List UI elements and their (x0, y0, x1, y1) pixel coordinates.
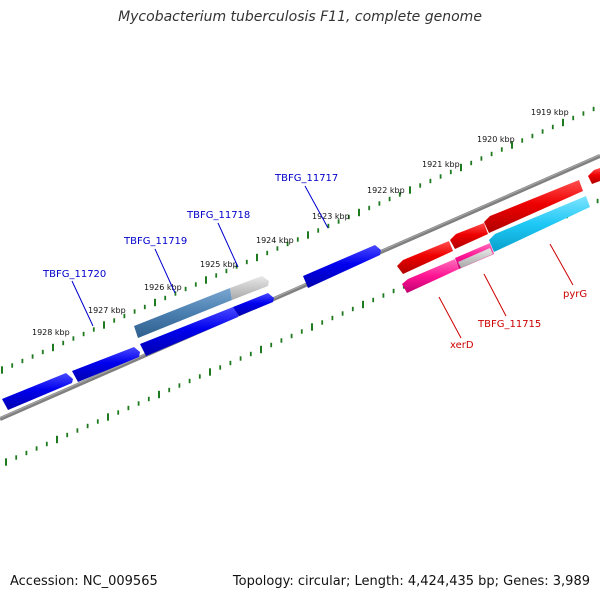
gene-arrow[interactable] (230, 276, 269, 300)
kbp-label: 1925 kbp (200, 260, 238, 269)
gene-label: TBFG_11719 (123, 236, 187, 247)
outer-tick-track (1, 106, 595, 374)
map-title: Mycobacterium tuberculosis F11, complete… (118, 9, 482, 25)
leader-line (217, 222, 239, 268)
kbp-label: 1921 kbp (422, 160, 460, 169)
accession-label: Accession: NC_009565 (10, 574, 158, 589)
gene-arrow[interactable] (484, 180, 583, 233)
gene-arrow[interactable] (450, 223, 488, 249)
gene-arrow[interactable] (588, 168, 600, 184)
gene-label: TBFG_11718 (186, 210, 250, 221)
gene-arrow[interactable] (140, 307, 239, 356)
kbp-label: 1928 kbp (32, 328, 70, 337)
kbp-label: 1923 kbp (312, 212, 350, 221)
gene-label: TBFG_11717 (274, 173, 338, 184)
kbp-label: 1927 kbp (88, 306, 126, 315)
leader-line (483, 273, 507, 317)
gene-arrow[interactable] (458, 248, 493, 268)
gene-label: TBFG_11720 (42, 269, 106, 280)
reverse-strand-genes (397, 168, 600, 293)
gene-arrow[interactable] (402, 259, 459, 293)
gene-arrow[interactable] (2, 373, 73, 410)
leader-line (154, 248, 176, 294)
kbp-label: 1919 kbp (531, 108, 569, 117)
topology-summary: Topology: circular; Length: 4,424,435 bp… (232, 574, 590, 589)
gene-arrow[interactable] (489, 196, 590, 252)
gene-label: pyrG (563, 289, 587, 300)
gene-arrow[interactable] (303, 245, 381, 288)
gene-arrow[interactable] (233, 293, 274, 316)
gene-arrow[interactable] (72, 347, 140, 382)
gene-arrow[interactable] (134, 288, 232, 338)
leader-line (549, 243, 574, 286)
gene-arrow[interactable] (397, 241, 453, 274)
leader-line (304, 185, 329, 229)
leader-line (438, 296, 462, 339)
gene-label: xerD (450, 340, 474, 351)
gene-label: TBFG_11715 (477, 319, 541, 330)
kbp-label: 1922 kbp (367, 186, 405, 195)
kbp-label: 1926 kbp (144, 283, 182, 292)
kbp-label: 1920 kbp (477, 135, 515, 144)
genome-backbone (0, 154, 600, 421)
forward-strand-genes (2, 245, 381, 410)
kbp-label: 1924 kbp (256, 236, 294, 245)
leader-line (71, 280, 94, 327)
